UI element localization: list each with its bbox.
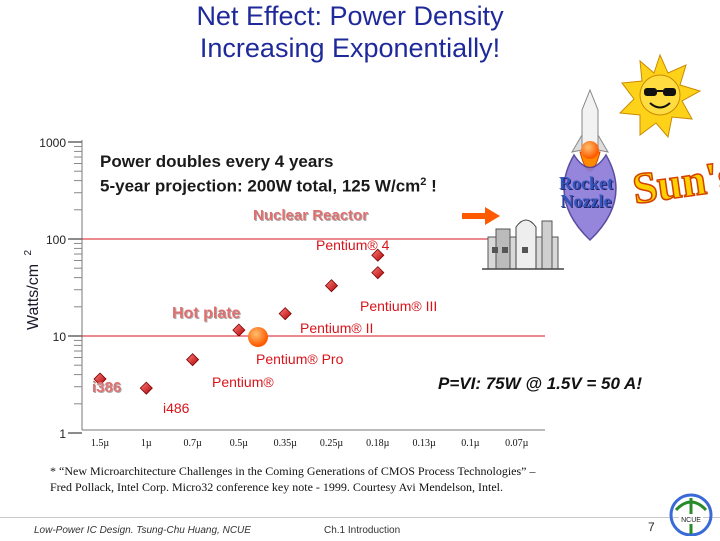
data-point-marker: [232, 323, 246, 337]
footnote-line-1: * “New Microarchitecture Challenges in t…: [50, 464, 536, 478]
title-line-2: Increasing Exponentially!: [199, 33, 501, 63]
page-number: 7: [648, 520, 655, 534]
callout-line-2: 5-year projection: 200W total, 125 W/cm2…: [100, 176, 437, 197]
y-axis-label-text: Watts/cm: [25, 264, 42, 330]
data-point-marker: [324, 279, 339, 293]
y-minor-ticks: [74, 145, 82, 405]
point-label-pentium-4: Pentium® 4: [316, 237, 390, 253]
data-point-marker: [186, 353, 200, 367]
ncue-logo: NCUE: [668, 490, 714, 537]
point-label-pentium-ii: Pentium® II: [300, 320, 374, 336]
x-tick-label: 1.5µ: [91, 438, 110, 449]
x-tick-label: 0.7µ: [183, 438, 202, 449]
reference-lines: [82, 238, 545, 337]
data-point-marker: [93, 372, 107, 386]
ref-label-nuclear-reactor: Nuclear Reactor: [253, 207, 369, 224]
x-tick-label: 0.5µ: [230, 438, 249, 449]
sun-icon: [618, 53, 702, 139]
nuclear-plant-icon: [482, 219, 564, 270]
data-point-marker: [278, 307, 292, 321]
suns-label: Sun's: [630, 151, 720, 214]
footnote: * “New Microarchitecture Challenges in t…: [50, 463, 690, 495]
point-label-i386: i386: [92, 379, 122, 396]
point-label-pentium-pro: Pentium® Pro: [256, 351, 344, 367]
ref-label-hot-plate: Hot plate: [172, 305, 241, 322]
y-axis-label: Watts/cm 2: [23, 250, 42, 331]
data-point-marker: [139, 381, 153, 395]
data-point-marker: [371, 248, 385, 262]
x-tick-label: 0.25µ: [320, 438, 344, 449]
rocket-nozzle-line-1: Rocket: [559, 173, 613, 193]
rocket-nozzle-label: Rocket Nozzle: [546, 174, 626, 210]
x-tick-label: 0.07µ: [505, 438, 529, 449]
x-tick-label: 1µ: [141, 438, 152, 449]
pvi-annotation: P=VI: 75W @ 1.5V = 50 A!: [438, 374, 642, 393]
y-tick-label: 10: [53, 330, 67, 344]
rocket-icon: [563, 88, 617, 242]
y-tick-label: 1: [59, 427, 66, 441]
projection-ball: [248, 327, 268, 347]
nuclear-arrow-icon: [462, 207, 500, 225]
x-tick-label: 0.35µ: [274, 438, 298, 449]
footer-center: Ch.1 Introduction: [324, 525, 401, 536]
y-major-ticks: [68, 141, 82, 434]
footnote-line-2: Fred Pollack, Intel Corp. Micro32 confer…: [50, 480, 504, 494]
data-points: [93, 248, 385, 395]
ncue-logo-icon: NCUE: [669, 493, 713, 537]
ncue-logo-text: NCUE: [681, 517, 701, 524]
y-tick-labels: 1 10 100 1000: [39, 136, 66, 441]
callout-line-2-sup: 2: [420, 176, 427, 188]
x-tick-label: 0.13µ: [412, 438, 436, 449]
x-tick-label: 0.18µ: [366, 438, 390, 449]
slide-title: Net Effect: Power Density Increasing Exp…: [110, 0, 590, 64]
title-line-1: Net Effect: Power Density: [196, 1, 504, 31]
rocket-nozzle-line-2: Nozzle: [560, 191, 612, 211]
x-tick-labels: 1.5µ 1µ 0.7µ 0.5µ 0.35µ 0.25µ 0.18µ 0.13µ 0.1µ 0.…: [91, 438, 529, 449]
y-axis-label-sup: 2: [23, 250, 34, 256]
data-point-marker: [371, 266, 385, 280]
point-label-i486: i486: [163, 400, 190, 416]
x-tick-label: 0.1µ: [461, 438, 480, 449]
y-tick-label: 100: [46, 233, 66, 247]
y-tick-label: 1000: [39, 136, 66, 150]
point-label-pentium-iii: Pentium® III: [360, 298, 438, 314]
callout-line-1: Power doubles every 4 years: [100, 152, 334, 171]
callout-line-2-end: !: [426, 176, 437, 196]
footer-left: Low-Power IC Design. Tsung-Chu Huang, NC…: [34, 525, 251, 536]
callout-line-2-text: 5-year projection: 200W total, 125 W/cm: [100, 176, 421, 196]
point-label-pentium: Pentium®: [212, 374, 274, 390]
footer-divider: [0, 517, 720, 518]
